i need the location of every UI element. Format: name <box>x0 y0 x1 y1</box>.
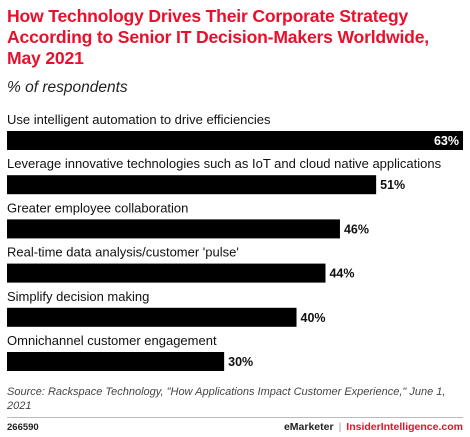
bar-category-label: Real-time data analysis/customer 'pulse' <box>7 245 239 260</box>
bar-value-label: 63% <box>434 134 459 148</box>
bar-chart-svg: Use intelligent automation to drive effi… <box>7 112 463 371</box>
footer-brand: eMarketer | InsiderIntelligence.com <box>284 421 463 433</box>
bar-value-label: 46% <box>344 222 369 236</box>
emarketer-brand: eMarketer <box>283 421 334 433</box>
bar-category-label: Greater employee collaboration <box>7 200 188 215</box>
bar-value-label: 51% <box>380 178 405 192</box>
footer-divider <box>7 417 463 418</box>
chart-subtitle: % of respondents <box>7 79 128 96</box>
source-note: Source: Rackspace Technology, "How Appli… <box>7 386 446 412</box>
bar <box>7 263 326 283</box>
chart-title: How Technology Drives Their Corporate St… <box>7 6 429 68</box>
bar-category-label: Omnichannel customer engagement <box>7 333 217 348</box>
insider-intelligence-link[interactable]: InsiderIntelligence.com <box>346 421 463 433</box>
bar <box>7 131 463 150</box>
bar-category-label: Leverage innovative technologies such as… <box>7 156 442 171</box>
bar-chart: Use intelligent automation to drive effi… <box>0 104 470 379</box>
bar-value-label: 30% <box>228 355 253 369</box>
bar-value-label: 44% <box>329 267 354 281</box>
bar-value-label: 40% <box>301 311 326 325</box>
brand-separator: | <box>338 421 342 433</box>
bar <box>7 219 340 239</box>
bar-category-label: Use intelligent automation to drive effi… <box>7 112 271 127</box>
bar <box>7 307 297 327</box>
chart-id: 266590 <box>7 422 39 433</box>
bar <box>7 175 377 195</box>
bar-category-label: Simplify decision making <box>7 289 149 304</box>
bar <box>7 352 225 371</box>
